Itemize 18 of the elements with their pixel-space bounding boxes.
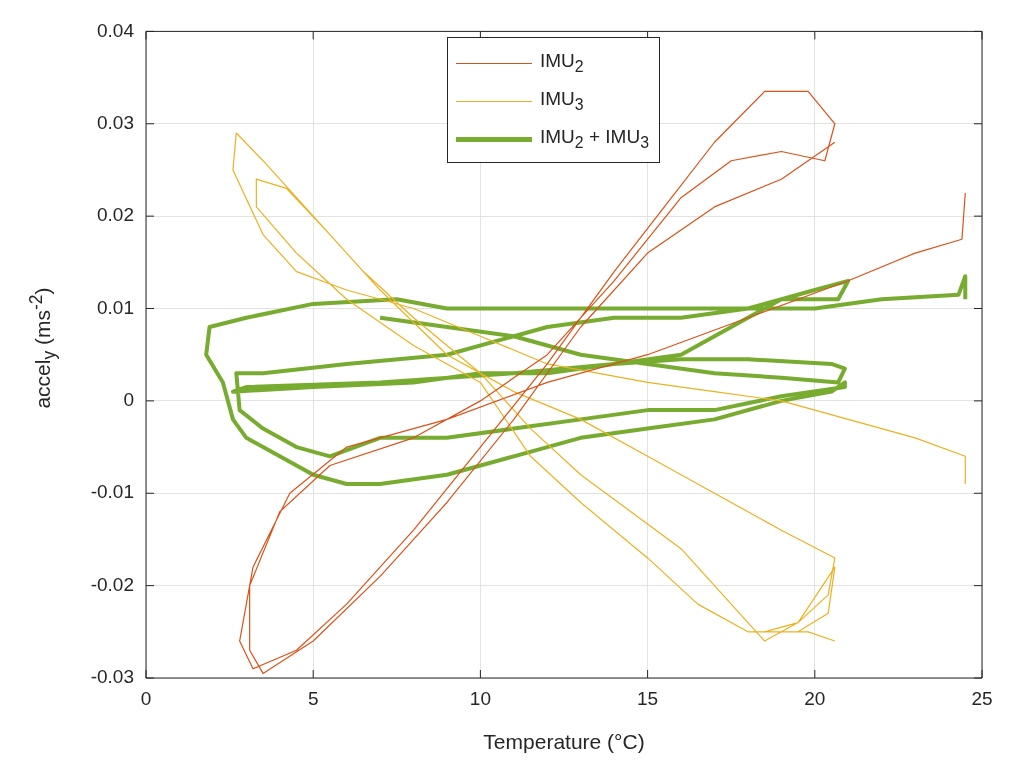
- x-tick-label: 5: [307, 687, 319, 709]
- x-tick-label: 15: [637, 687, 659, 709]
- legend-label: IMU$_{2}$: [540, 50, 584, 76]
- x-axis-title: Temperature (°C): [483, 730, 645, 754]
- x-tick-label: 10: [469, 687, 491, 709]
- y-tick-label: -0.02: [90, 573, 134, 595]
- x-tick-label: 0: [140, 687, 152, 709]
- x-tick-label: 20: [804, 687, 826, 709]
- y-tick-label: 0.02: [97, 204, 134, 226]
- y-tick-label: 0.04: [97, 19, 135, 41]
- legend-label: IMU$_{3}$: [540, 88, 584, 114]
- x-tick-label: 25: [971, 687, 993, 709]
- y-tick-label: -0.01: [90, 481, 134, 503]
- y-tick-label: 0.01: [97, 296, 134, 318]
- y-tick-label: 0.03: [97, 112, 134, 134]
- y-tick-label: 0: [123, 389, 134, 411]
- y-tick-label: -0.03: [90, 666, 134, 688]
- legend-label: IMU$_{2}$ + IMU$_{3}$: [540, 126, 649, 152]
